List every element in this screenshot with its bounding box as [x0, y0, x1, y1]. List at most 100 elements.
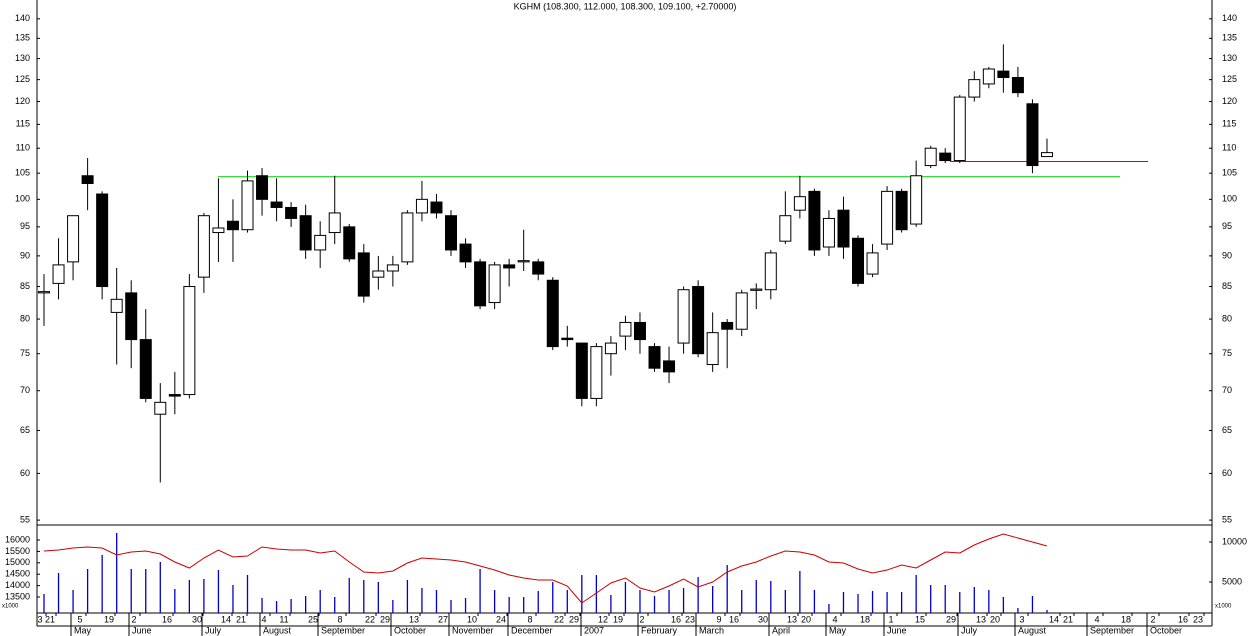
y-tick-label-right: 100 [1222, 194, 1237, 204]
month-label: June [887, 625, 907, 635]
candle-body [706, 332, 719, 366]
candle-body [81, 175, 94, 184]
candle-body [1026, 103, 1039, 167]
y-tick-label: 85 [20, 281, 30, 291]
y-tick-label-right: 70 [1222, 385, 1232, 395]
y-tick-label: 65 [20, 425, 30, 435]
candle-body [735, 292, 748, 330]
y-tick-label-right: 130 [1222, 53, 1237, 63]
y-tick-label-right: 140 [1222, 13, 1237, 23]
month-label: November [452, 625, 494, 635]
candle-body [837, 209, 850, 248]
candle-body [299, 215, 312, 251]
y-tick-label-right: 105 [1222, 168, 1237, 178]
y-tick-label-right: 90 [1222, 250, 1232, 260]
x-tick-label: 18 [1121, 614, 1131, 624]
candle-body [692, 286, 705, 355]
x-tick-label: 13 [409, 614, 419, 624]
month-label: April [772, 625, 790, 635]
y-tick-label-right: 120 [1222, 96, 1237, 106]
x-tick-label: 19 [104, 614, 114, 624]
y-tick-label: 110 [16, 143, 30, 153]
x-tick-label: 11 [279, 614, 288, 624]
candle-body [532, 261, 545, 275]
x-tick-label: 25 [308, 614, 318, 624]
candle-body [314, 234, 327, 251]
x-tick-label: 22 [365, 614, 375, 624]
x-tick-label: 22 [554, 614, 564, 624]
candle-body [1011, 76, 1024, 94]
candle-body [997, 70, 1010, 78]
candle-body [139, 339, 152, 399]
candle-body [459, 243, 472, 263]
x-tick-label: 13 [976, 614, 986, 624]
candle-body [648, 346, 661, 369]
month-label: June [132, 625, 152, 635]
month-label: August [1018, 625, 1047, 635]
x-tick-label: 13 [787, 614, 797, 624]
candle-body [590, 346, 603, 399]
x-tick-label: 21 [1063, 614, 1073, 624]
y-tick-label-right: 75 [1222, 348, 1232, 358]
volume-tick-label-right: 5000 [1222, 576, 1242, 586]
month-label: 2007 [584, 625, 604, 635]
candle-body [415, 198, 428, 214]
candle-body [372, 270, 385, 278]
candle-body [968, 79, 981, 98]
y-tick-label: 80 [20, 313, 30, 323]
x-tick-label: 4 [261, 614, 266, 624]
y-tick-label-right: 55 [1222, 514, 1232, 524]
month-label: October [1150, 625, 1182, 635]
x-tick-label: 23 [685, 614, 695, 624]
candle-body [881, 190, 894, 245]
candle-body [197, 215, 210, 278]
candle-body [270, 201, 283, 208]
candle-body [52, 264, 65, 284]
candle-body [285, 206, 298, 219]
x-tick-label: 21 [236, 614, 246, 624]
x-tick-label: 24 [496, 614, 506, 624]
y-tick-label-right: 80 [1222, 313, 1232, 323]
x-tick-label: 20 [801, 614, 811, 624]
y-tick-label: 140 [15, 13, 30, 23]
month-label: August [263, 625, 292, 635]
volume-unit: x1000 [2, 604, 19, 610]
x-tick-label: 15 [915, 614, 925, 624]
x-tick-label: 30 [758, 614, 768, 624]
y-tick-label-right: 65 [1222, 425, 1232, 435]
candle-body [633, 321, 646, 341]
x-tick-label: 2 [1150, 614, 1155, 624]
y-tick-label: 120 [15, 96, 30, 106]
candle-body [517, 260, 530, 263]
x-tick-label: 19 [613, 614, 623, 624]
x-tick-label: 29 [946, 614, 956, 624]
y-tick-label-right: 125 [1222, 74, 1237, 84]
y-tick-label: 60 [20, 468, 30, 478]
y-tick-label: 115 [16, 119, 30, 129]
y-tick-label-right: 135 [1222, 33, 1237, 43]
month-label: July [961, 625, 978, 635]
candle-body [38, 291, 50, 294]
x-tick-label: 23 [1193, 614, 1203, 624]
x-tick-label: 3 [37, 614, 42, 624]
volume-tick-label: 14000 [5, 580, 30, 590]
candle-body [910, 175, 923, 225]
x-tick-label: 10 [467, 614, 477, 624]
volume-tick-label: 14500 [5, 569, 30, 579]
x-tick-label: 18 [860, 614, 870, 624]
y-tick-label: 105 [15, 168, 30, 178]
candle-body [343, 226, 356, 260]
x-tick-label: 14 [1049, 614, 1059, 624]
candle-body [604, 342, 617, 355]
month-label: February [641, 625, 678, 635]
x-tick-label: 12 [598, 614, 608, 624]
month-label: May [829, 625, 847, 635]
month-label: September [1090, 625, 1134, 635]
volume-tick-label: 15000 [5, 557, 30, 567]
candle-body [241, 180, 254, 231]
candle-body [866, 252, 879, 275]
candle-body [154, 401, 167, 415]
candle-body [764, 252, 777, 291]
volume-tick-label: 16000 [5, 534, 30, 544]
